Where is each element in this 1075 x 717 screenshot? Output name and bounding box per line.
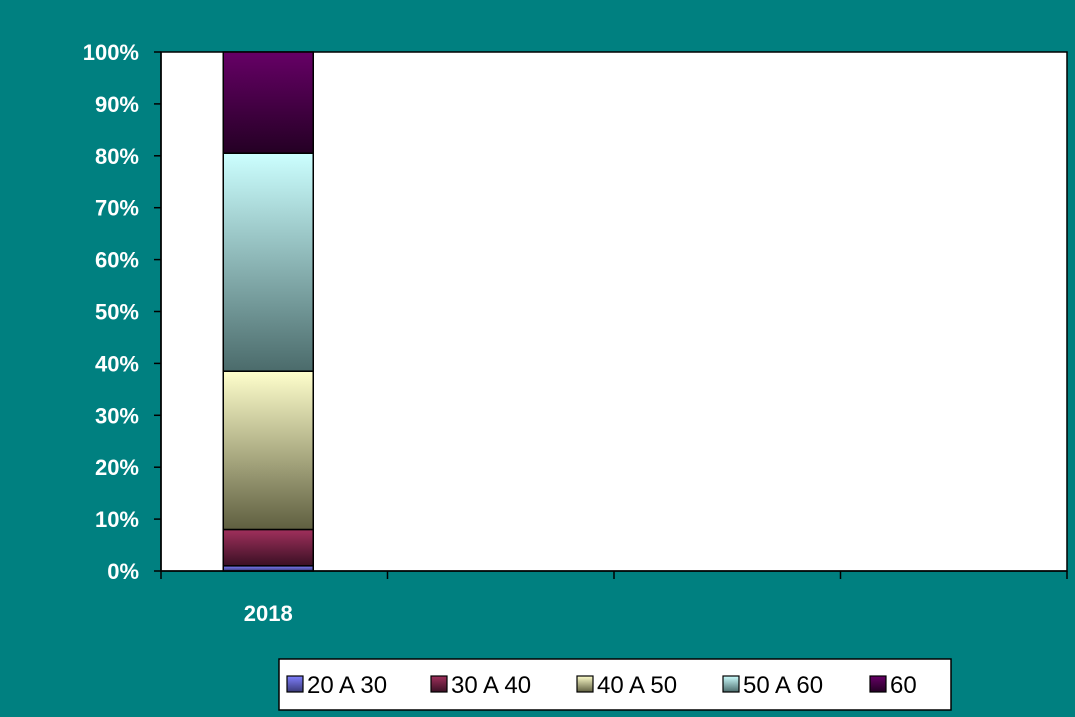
bar-segment-50-a-60: [222, 152, 314, 372]
bar-segment-40-a-50: [222, 370, 314, 531]
y-tick-label: 100%: [83, 40, 139, 65]
x-tick-label: 2018: [244, 601, 293, 626]
y-tick-label: 40%: [95, 351, 139, 376]
y-tick-label: 20%: [95, 455, 139, 480]
legend-swatch: [286, 675, 304, 693]
y-tick-label: 80%: [95, 144, 139, 169]
y-tick-label: 0%: [107, 559, 139, 584]
y-tick-label: 50%: [95, 300, 139, 325]
y-tick-label: 70%: [95, 196, 139, 221]
legend-box: [278, 658, 952, 711]
legend-label: 60: [890, 672, 917, 699]
y-tick-label: 90%: [95, 92, 139, 117]
legend-swatch: [576, 675, 594, 693]
y-tick-label: 30%: [95, 403, 139, 428]
legend-swatch: [869, 675, 887, 693]
legend-label: 50 A 60: [743, 672, 823, 699]
legend-swatch: [722, 675, 740, 693]
legend-label: 40 A 50: [597, 672, 677, 699]
legend-label: 20 A 30: [307, 672, 387, 699]
y-tick-label: 60%: [95, 248, 139, 273]
bar-segment-30-a-40: [222, 528, 314, 567]
y-tick-label: 10%: [95, 507, 139, 532]
bar-segment-20-a-30: [222, 565, 314, 572]
legend-swatch: [430, 675, 448, 693]
bar-segment-60: [222, 51, 314, 154]
legend-label: 30 A 40: [451, 672, 531, 699]
